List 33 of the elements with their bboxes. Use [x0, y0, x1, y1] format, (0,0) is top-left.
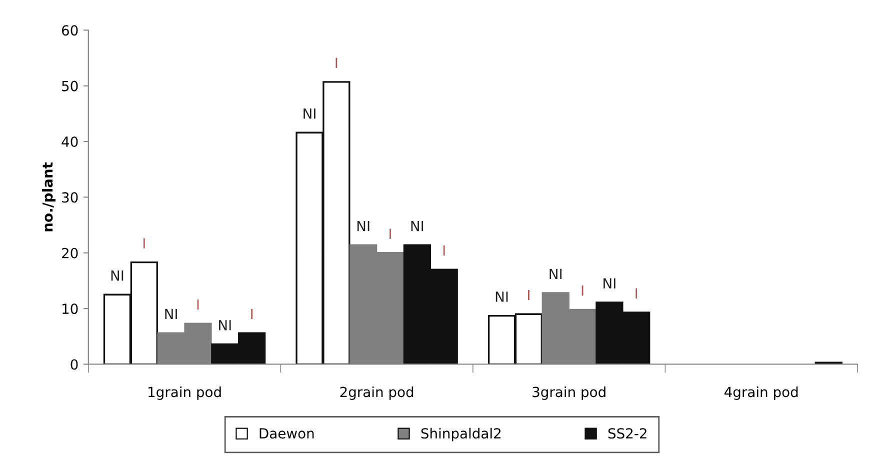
y-tick-label: 50 — [62, 80, 78, 92]
x-tick-label: 2grain pod — [340, 386, 414, 400]
data-label: NI — [111, 270, 124, 281]
y-tick-label: 40 — [62, 136, 78, 147]
data-label: I — [636, 288, 638, 298]
legend-label: Shinpaldal2 — [421, 428, 501, 442]
data-label: I — [390, 228, 391, 239]
x-tick-label: 3grain pod — [532, 386, 606, 400]
data-label: I — [197, 299, 199, 310]
data-label: I — [582, 286, 584, 296]
data-label: NI — [304, 108, 316, 119]
x-tick-label: 4grain pod — [724, 386, 798, 400]
y-tick-label: 10 — [62, 304, 78, 314]
y-axis-title: no./plant — [42, 162, 56, 232]
y-tick-label: 20 — [62, 248, 78, 258]
legend-label: Daewon — [260, 428, 314, 439]
y-tick-label: 30 — [62, 192, 78, 203]
data-label: I — [336, 58, 338, 68]
data-label: I — [528, 290, 530, 300]
data-label: NI — [411, 220, 424, 232]
data-label: NI — [165, 308, 177, 320]
legend-label: SS2-2 — [608, 428, 646, 439]
x-tick-label: 1grain pod — [148, 386, 221, 400]
data-label: NI — [496, 292, 508, 302]
y-tick-label: 0 — [70, 359, 78, 370]
data-label: NI — [219, 320, 231, 330]
data-label: NI — [550, 268, 562, 279]
data-label: NI — [604, 278, 616, 288]
data-label: I — [143, 238, 145, 248]
data-label: NI — [357, 220, 370, 232]
data-label: I — [443, 245, 445, 256]
y-tick-label: 60 — [62, 25, 78, 36]
data-label: I — [251, 308, 253, 320]
